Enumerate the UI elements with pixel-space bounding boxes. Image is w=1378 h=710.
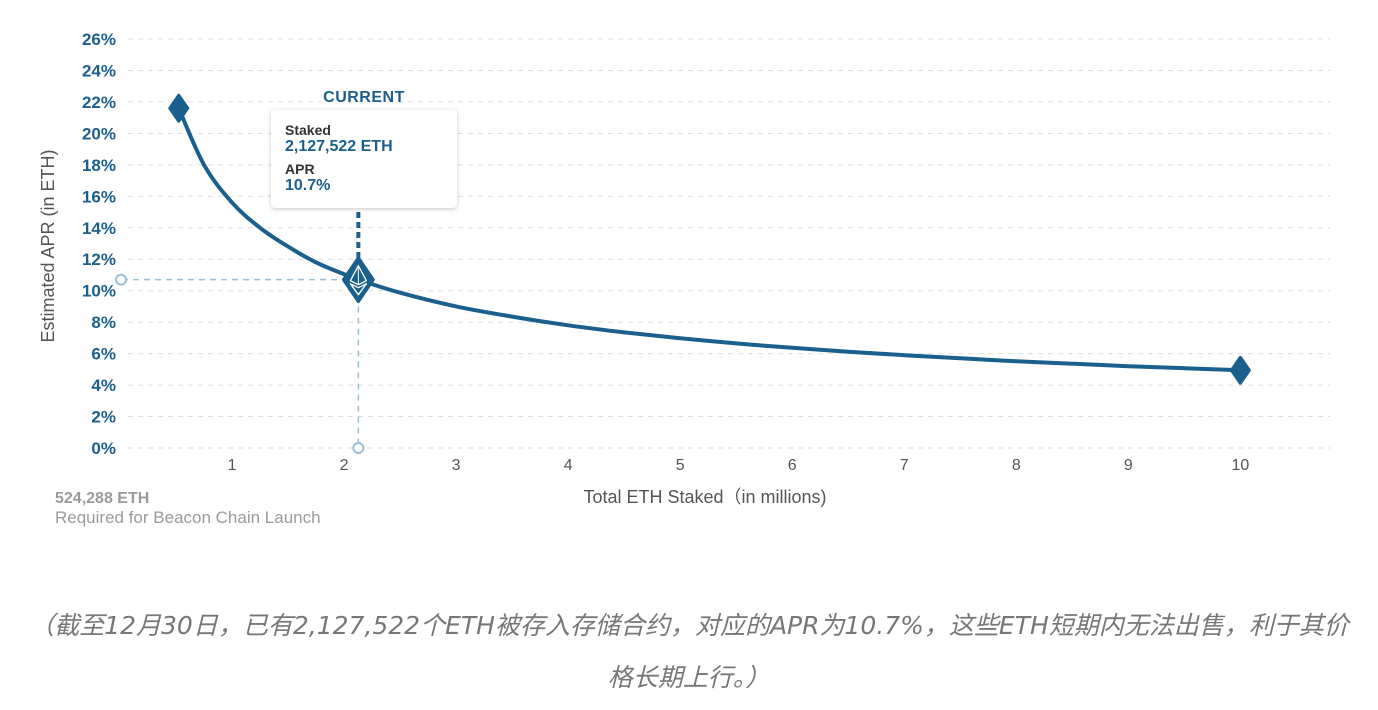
current-tooltip: Staked 2,127,522 ETH APR 10.7% [271, 110, 457, 208]
current-eth-marker [341, 256, 375, 304]
y-tick-label: 18% [82, 156, 116, 175]
caption-text: （截至12月30日，已有2,127,522个ETH被存入存储合约，对应的APR为… [29, 611, 1349, 692]
tooltip-staked-label: Staked [285, 122, 331, 138]
x-tick-label: 9 [1124, 457, 1133, 474]
y-tick-labels: 0% 2% 4% 6% 8% 10% 12% 14% 16% 18% 20% 22% 24% 26% [82, 30, 116, 458]
y-tick-label: 0% [91, 439, 116, 458]
curve-markers [168, 93, 1251, 385]
y-tick-label: 4% [91, 376, 116, 395]
staked-axis-dot [352, 442, 365, 454]
tooltip-apr-label: APR [285, 161, 315, 177]
y-axis-label: Estimated APR (in ETH) [38, 149, 58, 342]
y-tick-label: 2% [91, 408, 116, 427]
y-tick-label: 12% [82, 250, 116, 269]
x-tick-label: 3 [452, 457, 461, 474]
ethereum-icon-base [349, 283, 368, 296]
current-guide-lines [115, 212, 365, 454]
y-tick-label: 22% [82, 93, 116, 112]
x-axis-label: Total ETH Staked（in millions) [583, 487, 826, 507]
curve-end-marker [168, 93, 190, 123]
ethereum-icon [349, 265, 368, 286]
y-tick-label: 14% [82, 219, 116, 238]
x-tick-label: 4 [564, 457, 573, 474]
y-tick-label: 6% [91, 345, 116, 364]
y-tick-label: 10% [82, 282, 116, 301]
x-tick-label: 6 [788, 457, 797, 474]
curve-end-marker [1229, 355, 1251, 385]
y-tick-label: 24% [82, 61, 116, 80]
grid-lines [128, 38, 1330, 449]
tooltip-staked-value: 2,127,522 ETH [285, 138, 393, 155]
x-tick-label: 7 [900, 457, 909, 474]
apr-axis-dot [115, 273, 127, 286]
beacon-launch-value: 524,288 ETH [55, 490, 149, 507]
apr-chart: 0% 2% 4% 6% 8% 10% 12% 14% 16% 18% 20% 22% 24% 26% 1 2… [38, 30, 1330, 527]
current-title: CURRENT [323, 89, 405, 106]
x-tick-label: 1 [228, 457, 237, 474]
y-tick-label: 16% [82, 187, 116, 206]
apr-curve [176, 106, 1243, 373]
x-tick-labels: 1 2 3 4 5 6 7 8 9 10 [228, 457, 1250, 474]
beacon-launch-text: Required for Beacon Chain Launch [55, 508, 321, 527]
x-tick-label: 10 [1231, 457, 1249, 474]
x-tick-label: 5 [676, 457, 685, 474]
y-tick-label: 20% [82, 124, 116, 143]
x-tick-label: 8 [1012, 457, 1021, 474]
x-tick-label: 2 [340, 457, 349, 474]
y-tick-label: 8% [91, 313, 116, 332]
y-tick-label: 26% [82, 30, 116, 49]
tooltip-apr-value: 10.7% [285, 177, 331, 194]
